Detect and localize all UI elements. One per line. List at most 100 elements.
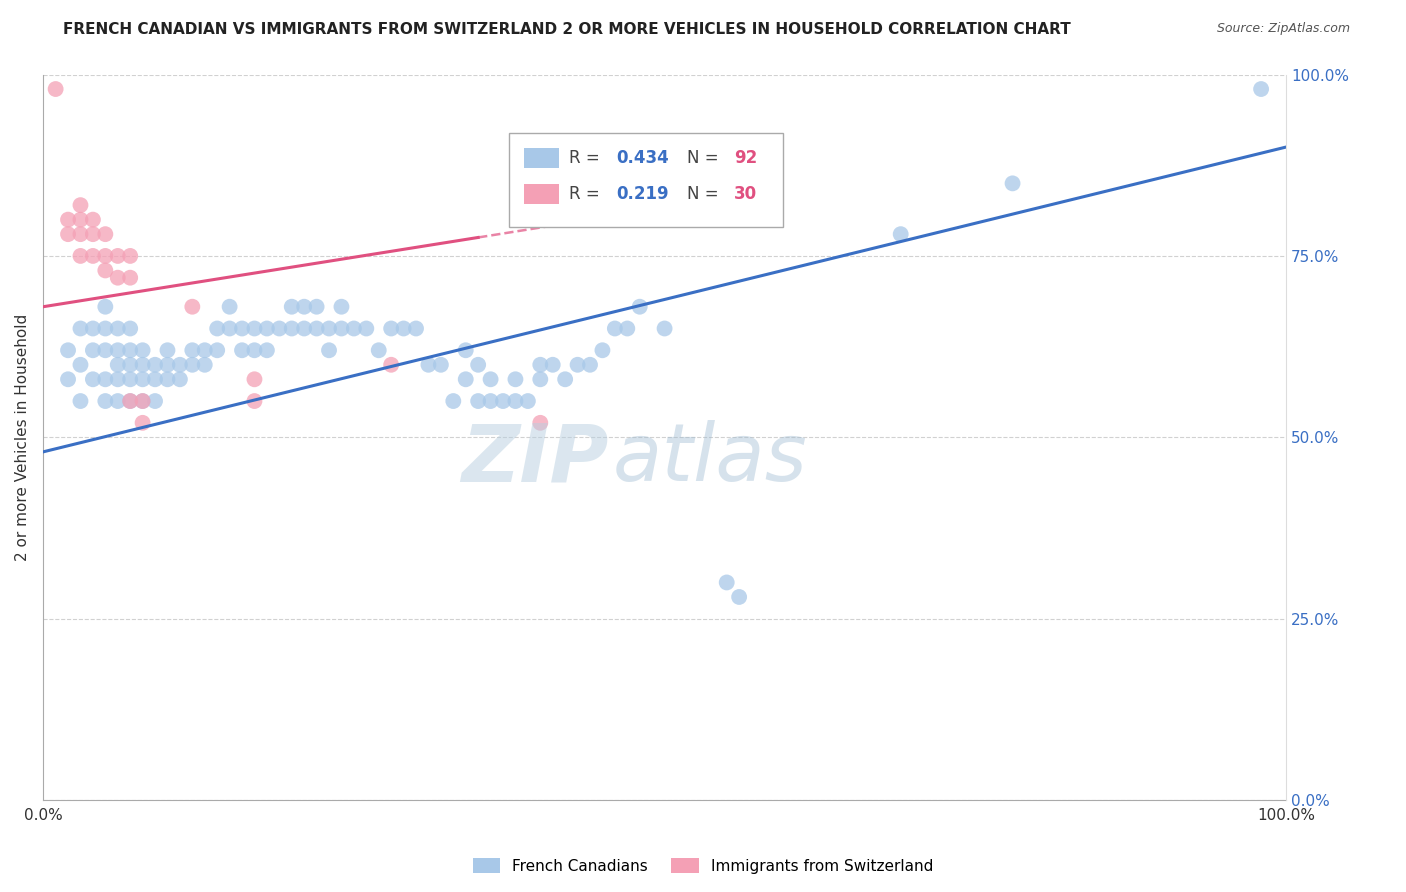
Point xyxy=(231,343,253,358)
Point xyxy=(131,372,153,386)
Point xyxy=(516,394,538,409)
Point xyxy=(256,343,278,358)
Point xyxy=(392,321,415,335)
Point xyxy=(467,394,489,409)
Point xyxy=(107,249,129,263)
Point xyxy=(243,394,266,409)
Point xyxy=(69,227,91,242)
Point xyxy=(107,343,129,358)
Point xyxy=(529,358,551,372)
Point xyxy=(107,321,129,335)
Point xyxy=(169,372,191,386)
Point xyxy=(194,343,217,358)
Point xyxy=(107,358,129,372)
Point xyxy=(505,394,527,409)
Point xyxy=(69,198,91,212)
Point xyxy=(156,372,179,386)
Point xyxy=(131,358,153,372)
Point xyxy=(107,270,129,285)
Point xyxy=(628,300,651,314)
Text: ZIP: ZIP xyxy=(461,420,609,498)
Point xyxy=(479,394,502,409)
Point xyxy=(529,372,551,386)
Point xyxy=(343,321,366,335)
Point xyxy=(231,321,253,335)
Point xyxy=(181,300,204,314)
Point xyxy=(120,321,142,335)
Text: R =: R = xyxy=(569,149,605,167)
Point xyxy=(890,227,912,242)
Point xyxy=(292,300,315,314)
Point xyxy=(243,343,266,358)
Point xyxy=(82,212,104,227)
Point xyxy=(169,358,191,372)
Point xyxy=(45,82,67,96)
Point xyxy=(94,227,117,242)
Text: Source: ZipAtlas.com: Source: ZipAtlas.com xyxy=(1216,22,1350,36)
Point xyxy=(82,343,104,358)
Point xyxy=(56,372,79,386)
Text: 30: 30 xyxy=(734,186,758,203)
Point xyxy=(94,249,117,263)
Point xyxy=(654,321,676,335)
Point xyxy=(218,300,240,314)
Point xyxy=(107,394,129,409)
Point xyxy=(94,300,117,314)
Point xyxy=(120,358,142,372)
Point xyxy=(529,416,551,430)
Point xyxy=(94,321,117,335)
FancyBboxPatch shape xyxy=(524,184,560,204)
Point xyxy=(82,372,104,386)
Point xyxy=(82,227,104,242)
Point xyxy=(728,590,751,604)
Point xyxy=(269,321,291,335)
Point xyxy=(305,321,328,335)
Point xyxy=(156,343,179,358)
Point xyxy=(554,372,576,386)
Point xyxy=(69,321,91,335)
Point xyxy=(69,249,91,263)
Point xyxy=(256,321,278,335)
Point xyxy=(318,321,340,335)
Point xyxy=(441,394,464,409)
Text: N =: N = xyxy=(688,149,724,167)
Point xyxy=(94,343,117,358)
Point xyxy=(430,358,453,372)
Point xyxy=(94,263,117,277)
Point xyxy=(579,358,602,372)
Point xyxy=(281,321,304,335)
Point xyxy=(281,300,304,314)
Point xyxy=(69,212,91,227)
Point xyxy=(131,394,153,409)
Point xyxy=(492,394,515,409)
Point xyxy=(616,321,638,335)
Text: 0.219: 0.219 xyxy=(616,186,669,203)
Y-axis label: 2 or more Vehicles in Household: 2 or more Vehicles in Household xyxy=(15,314,30,561)
Point xyxy=(56,227,79,242)
Point xyxy=(107,372,129,386)
Point xyxy=(330,321,353,335)
Point xyxy=(454,372,477,386)
Point xyxy=(356,321,378,335)
Point xyxy=(94,372,117,386)
Point xyxy=(305,300,328,314)
Point xyxy=(367,343,389,358)
Point xyxy=(69,358,91,372)
Point xyxy=(292,321,315,335)
Point xyxy=(120,249,142,263)
Text: 92: 92 xyxy=(734,149,758,167)
Point xyxy=(380,358,402,372)
Point xyxy=(318,343,340,358)
Point xyxy=(467,358,489,372)
Point xyxy=(120,394,142,409)
Point xyxy=(131,416,153,430)
Point xyxy=(505,372,527,386)
Point xyxy=(1250,82,1272,96)
Text: R =: R = xyxy=(569,186,605,203)
Point xyxy=(143,372,166,386)
Text: atlas: atlas xyxy=(613,420,807,498)
Point xyxy=(591,343,613,358)
Point xyxy=(94,394,117,409)
Point xyxy=(56,343,79,358)
Point xyxy=(405,321,427,335)
